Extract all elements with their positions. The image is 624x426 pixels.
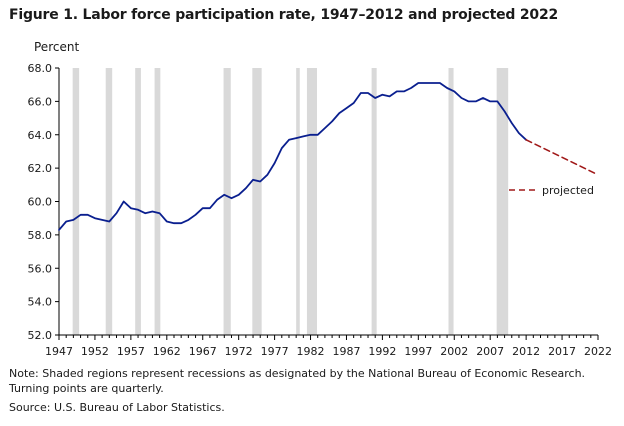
recession-band [306,68,318,335]
x-tick-label: 1952 [81,345,109,358]
recession-band [223,68,231,335]
chart-notes: Note: Shaded regions represent recession… [9,366,609,415]
x-tick-label: 1977 [261,345,289,358]
y-tick-label: 54.0 [28,296,53,309]
y-tick-label: 52.0 [28,329,53,342]
x-tick-label: 1967 [189,345,217,358]
legend: projected [509,184,594,197]
y-tick-label: 68.0 [28,62,53,75]
x-tick-label: 1957 [117,345,145,358]
x-tick-label: 1962 [153,345,181,358]
recession-band [154,68,161,335]
historical-series-line [58,82,527,231]
recession-band [252,68,262,335]
recession-band [448,68,454,335]
x-tick-label: 1992 [368,345,396,358]
y-tick-label: 56.0 [28,262,53,275]
recession-band [496,68,509,335]
data-lines [58,82,599,231]
y-tick-label: 64.0 [28,129,53,142]
x-tick-label: 1987 [332,345,360,358]
x-tick-label: 1947 [45,345,73,358]
axes: 52.0 54.0 56.0 58.0 60.0 62.0 64.0 66.0 68.0 1947… [28,62,613,358]
x-tick-label: 2007 [476,345,504,358]
y-axis-label: Percent [34,40,79,54]
recession-band [135,68,141,335]
x-tick-label: 2017 [548,345,576,358]
chart-title: Figure 1. Labor force participation rate… [9,7,559,23]
legend-projected-label: projected [542,184,594,197]
y-tick-label: 60.0 [28,196,53,209]
x-tick-label: 1972 [225,345,253,358]
y-tick-label: 58.0 [28,229,53,242]
recession-band [105,68,113,335]
recession-band [296,68,300,335]
note-text: Note: Shaded regions represent recession… [9,367,586,395]
source-text: Source: U.S. Bureau of Labor Statistics. [9,401,225,414]
x-tick-label: 2002 [440,345,468,358]
y-tick-label: 62.0 [28,162,53,175]
recession-band [371,68,377,335]
labor-force-chart: Percent 52.0 54.0 56.0 58.0 60.0 62.0 64.0 66.0… [28,40,613,358]
x-tick-label: 1982 [297,345,325,358]
projected-series-line [525,139,599,176]
recession-bands [72,68,509,335]
x-tick-label: 1997 [404,345,432,358]
recession-band [72,68,80,335]
x-tick-label: 2012 [512,345,540,358]
y-tick-label: 66.0 [28,95,53,108]
x-tick-label: 2022 [584,345,612,358]
